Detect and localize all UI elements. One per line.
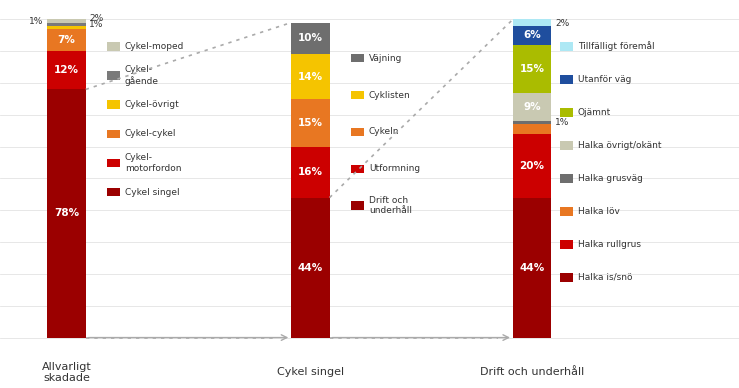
Bar: [560, 207, 573, 216]
Bar: [351, 128, 364, 136]
Bar: [560, 174, 573, 183]
Bar: [107, 100, 120, 109]
Text: 15%: 15%: [298, 118, 323, 128]
Bar: [560, 240, 573, 249]
Bar: [513, 93, 551, 121]
Bar: [351, 91, 364, 99]
Bar: [351, 165, 364, 173]
Bar: [560, 141, 573, 150]
Bar: [47, 29, 86, 51]
Text: 10%: 10%: [298, 33, 323, 43]
Text: Väjning: Väjning: [369, 54, 402, 63]
Bar: [107, 159, 120, 167]
Bar: [560, 42, 573, 51]
Bar: [513, 134, 551, 197]
Bar: [560, 273, 573, 282]
Text: Tillfälligt föremål: Tillfälligt föremål: [578, 42, 655, 52]
Text: Drift och underhåll: Drift och underhåll: [480, 367, 585, 378]
Bar: [47, 26, 86, 29]
Bar: [351, 201, 364, 210]
Bar: [107, 42, 120, 51]
Text: Halka övrigt/okänt: Halka övrigt/okänt: [578, 141, 661, 150]
Text: 15%: 15%: [520, 64, 545, 74]
Text: 20%: 20%: [520, 161, 545, 171]
Text: 7%: 7%: [58, 35, 75, 45]
Text: Halka löv: Halka löv: [578, 207, 620, 216]
Text: Cykel singel: Cykel singel: [125, 187, 180, 197]
Bar: [107, 188, 120, 196]
Text: 44%: 44%: [298, 263, 323, 272]
Text: Halka rullgrus: Halka rullgrus: [578, 240, 641, 249]
Bar: [291, 23, 330, 54]
Text: 78%: 78%: [54, 208, 79, 218]
Text: Drift och
underhåll: Drift och underhåll: [369, 196, 412, 215]
Bar: [513, 121, 551, 125]
Bar: [513, 19, 551, 26]
Text: 1%: 1%: [555, 118, 569, 127]
Bar: [291, 54, 330, 99]
Bar: [291, 147, 330, 197]
Bar: [291, 197, 330, 338]
Text: Cykel-
gående: Cykel- gående: [125, 66, 159, 86]
Text: 6%: 6%: [523, 30, 541, 40]
Text: Cykel-moped: Cykel-moped: [125, 42, 184, 51]
Bar: [351, 54, 364, 62]
Bar: [513, 26, 551, 45]
Text: Utformning: Utformning: [369, 164, 420, 173]
Text: Cykel-cykel: Cykel-cykel: [125, 129, 177, 139]
Text: Cykel-
motorfordon: Cykel- motorfordon: [125, 153, 181, 173]
Text: 1%: 1%: [30, 17, 44, 26]
Bar: [513, 125, 551, 134]
Text: 1%: 1%: [89, 20, 103, 29]
Text: 2%: 2%: [555, 19, 569, 28]
Text: Halka grusväg: Halka grusväg: [578, 174, 643, 183]
Text: Cyklisten: Cyklisten: [369, 90, 410, 100]
Text: 44%: 44%: [520, 263, 545, 272]
Bar: [47, 51, 86, 89]
Text: Halka is/snö: Halka is/snö: [578, 273, 633, 282]
Bar: [513, 197, 551, 338]
Text: Utanför väg: Utanför väg: [578, 75, 631, 84]
Text: Ojämnt: Ojämnt: [578, 108, 611, 117]
Text: 14%: 14%: [298, 72, 323, 81]
Bar: [513, 45, 551, 93]
Text: Cykeln: Cykeln: [369, 127, 399, 137]
Text: 12%: 12%: [54, 65, 79, 75]
Bar: [107, 130, 120, 138]
Text: Allvarligt
skadade: Allvarligt skadade: [41, 362, 92, 383]
Text: 2%: 2%: [89, 14, 103, 23]
Bar: [560, 75, 573, 84]
Text: Cykel singel: Cykel singel: [277, 367, 344, 378]
Bar: [560, 108, 573, 117]
Bar: [291, 99, 330, 147]
Bar: [107, 71, 120, 80]
Bar: [47, 89, 86, 338]
Bar: [47, 23, 86, 26]
Bar: [47, 19, 86, 23]
Text: 9%: 9%: [523, 102, 541, 112]
Text: 16%: 16%: [298, 167, 323, 177]
Text: Cykel-övrigt: Cykel-övrigt: [125, 100, 180, 109]
